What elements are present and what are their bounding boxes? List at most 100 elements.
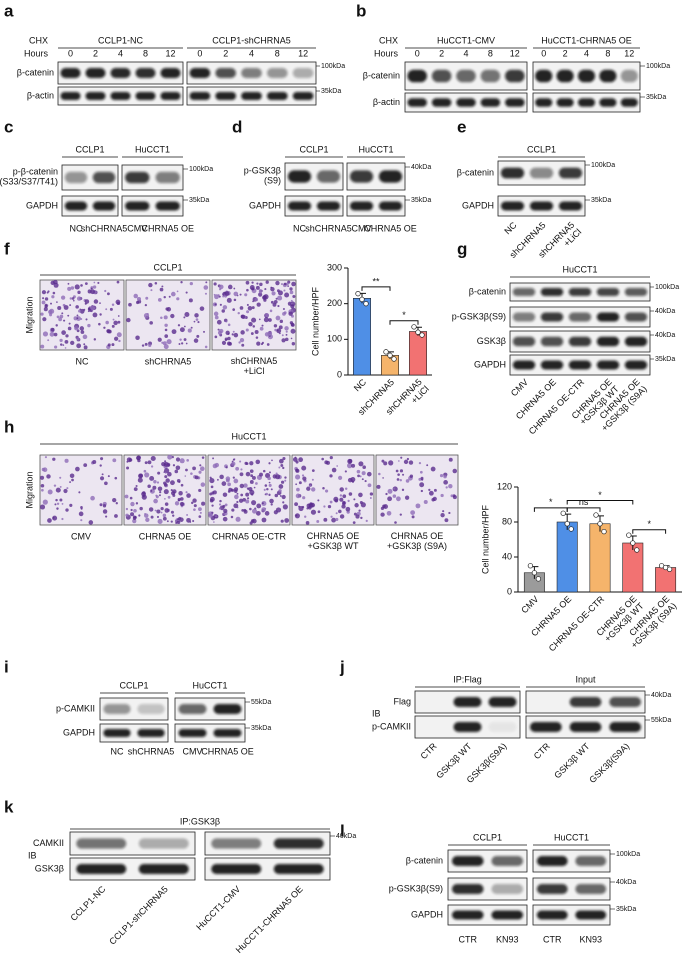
cell bbox=[258, 318, 261, 321]
band bbox=[575, 856, 607, 866]
cell bbox=[59, 485, 62, 488]
cell bbox=[52, 457, 56, 461]
cell bbox=[290, 337, 293, 340]
panel-label: d bbox=[232, 117, 242, 136]
cell bbox=[249, 461, 254, 466]
band bbox=[512, 360, 536, 370]
cell bbox=[187, 328, 192, 333]
cell bbox=[58, 317, 63, 322]
size-marker: 100kDa bbox=[655, 284, 679, 291]
cell bbox=[233, 287, 236, 290]
cell bbox=[41, 290, 47, 295]
cell bbox=[239, 293, 242, 296]
band bbox=[213, 728, 242, 738]
band bbox=[64, 171, 88, 184]
cell bbox=[268, 481, 271, 484]
cell bbox=[49, 331, 55, 337]
hour-label: 8 bbox=[143, 48, 148, 58]
cell bbox=[66, 487, 69, 490]
cell bbox=[336, 465, 339, 467]
band bbox=[241, 91, 262, 101]
cell bbox=[232, 476, 235, 479]
band bbox=[292, 91, 314, 101]
cell bbox=[270, 488, 273, 491]
lane-label: CMV bbox=[183, 746, 203, 756]
lane-label: KN93 bbox=[579, 934, 602, 944]
cell bbox=[185, 491, 188, 494]
cell bbox=[284, 292, 290, 298]
band bbox=[60, 91, 81, 101]
cell bbox=[249, 469, 254, 473]
band bbox=[596, 360, 620, 370]
blot-box bbox=[174, 697, 246, 721]
cell bbox=[126, 460, 129, 463]
hour-label: 12 bbox=[510, 48, 520, 58]
size-marker: 35kDa bbox=[411, 197, 431, 204]
cell bbox=[249, 480, 254, 484]
cell bbox=[419, 482, 425, 488]
band bbox=[215, 68, 237, 78]
cell bbox=[150, 465, 154, 468]
cell bbox=[47, 518, 52, 523]
cell bbox=[203, 330, 205, 333]
band bbox=[568, 336, 592, 347]
cell bbox=[218, 284, 224, 290]
cell bbox=[239, 337, 245, 343]
cell bbox=[264, 332, 270, 337]
cell bbox=[396, 496, 401, 502]
band bbox=[456, 98, 476, 107]
lane-label: shCHRNA5 bbox=[305, 223, 352, 233]
cell bbox=[387, 496, 393, 502]
cell bbox=[149, 321, 153, 325]
cell bbox=[333, 496, 339, 502]
cell bbox=[395, 469, 399, 473]
band bbox=[536, 884, 568, 894]
cell bbox=[225, 320, 228, 323]
cell bbox=[304, 515, 307, 518]
cell bbox=[217, 328, 220, 331]
cell bbox=[443, 474, 447, 479]
blot-box bbox=[284, 195, 344, 217]
band bbox=[512, 336, 536, 347]
cell bbox=[70, 286, 75, 290]
cell bbox=[236, 492, 239, 495]
cell bbox=[54, 503, 57, 506]
band bbox=[125, 171, 150, 184]
cell bbox=[76, 316, 81, 321]
cell bbox=[246, 497, 250, 500]
cell bbox=[224, 338, 227, 341]
band bbox=[624, 336, 648, 347]
cell bbox=[111, 324, 115, 328]
cell bbox=[148, 282, 153, 288]
cell bbox=[276, 329, 279, 332]
cell bbox=[358, 492, 363, 498]
cell bbox=[285, 330, 288, 333]
cell bbox=[344, 487, 348, 490]
hour-label: 4 bbox=[584, 48, 589, 58]
band bbox=[512, 312, 536, 322]
band bbox=[110, 91, 131, 101]
cell bbox=[348, 492, 353, 496]
band bbox=[160, 91, 181, 101]
cell bbox=[170, 480, 175, 486]
group-heading: CCLP1 bbox=[299, 144, 328, 154]
cell bbox=[294, 513, 300, 519]
band bbox=[451, 910, 484, 920]
cell bbox=[185, 291, 188, 294]
cell bbox=[398, 460, 400, 462]
band bbox=[558, 167, 583, 179]
cell bbox=[159, 287, 164, 292]
y-axis-label: Cell number/HPF bbox=[310, 286, 320, 356]
cell bbox=[251, 500, 257, 506]
band bbox=[316, 170, 341, 183]
cell bbox=[148, 507, 154, 512]
cell bbox=[74, 326, 79, 331]
cell bbox=[65, 334, 69, 338]
cell bbox=[261, 502, 264, 505]
cell bbox=[46, 474, 51, 479]
cell bbox=[57, 305, 62, 311]
cell bbox=[90, 305, 96, 311]
hour-label: 4 bbox=[118, 48, 123, 58]
cell bbox=[275, 472, 278, 475]
cell bbox=[387, 488, 393, 494]
